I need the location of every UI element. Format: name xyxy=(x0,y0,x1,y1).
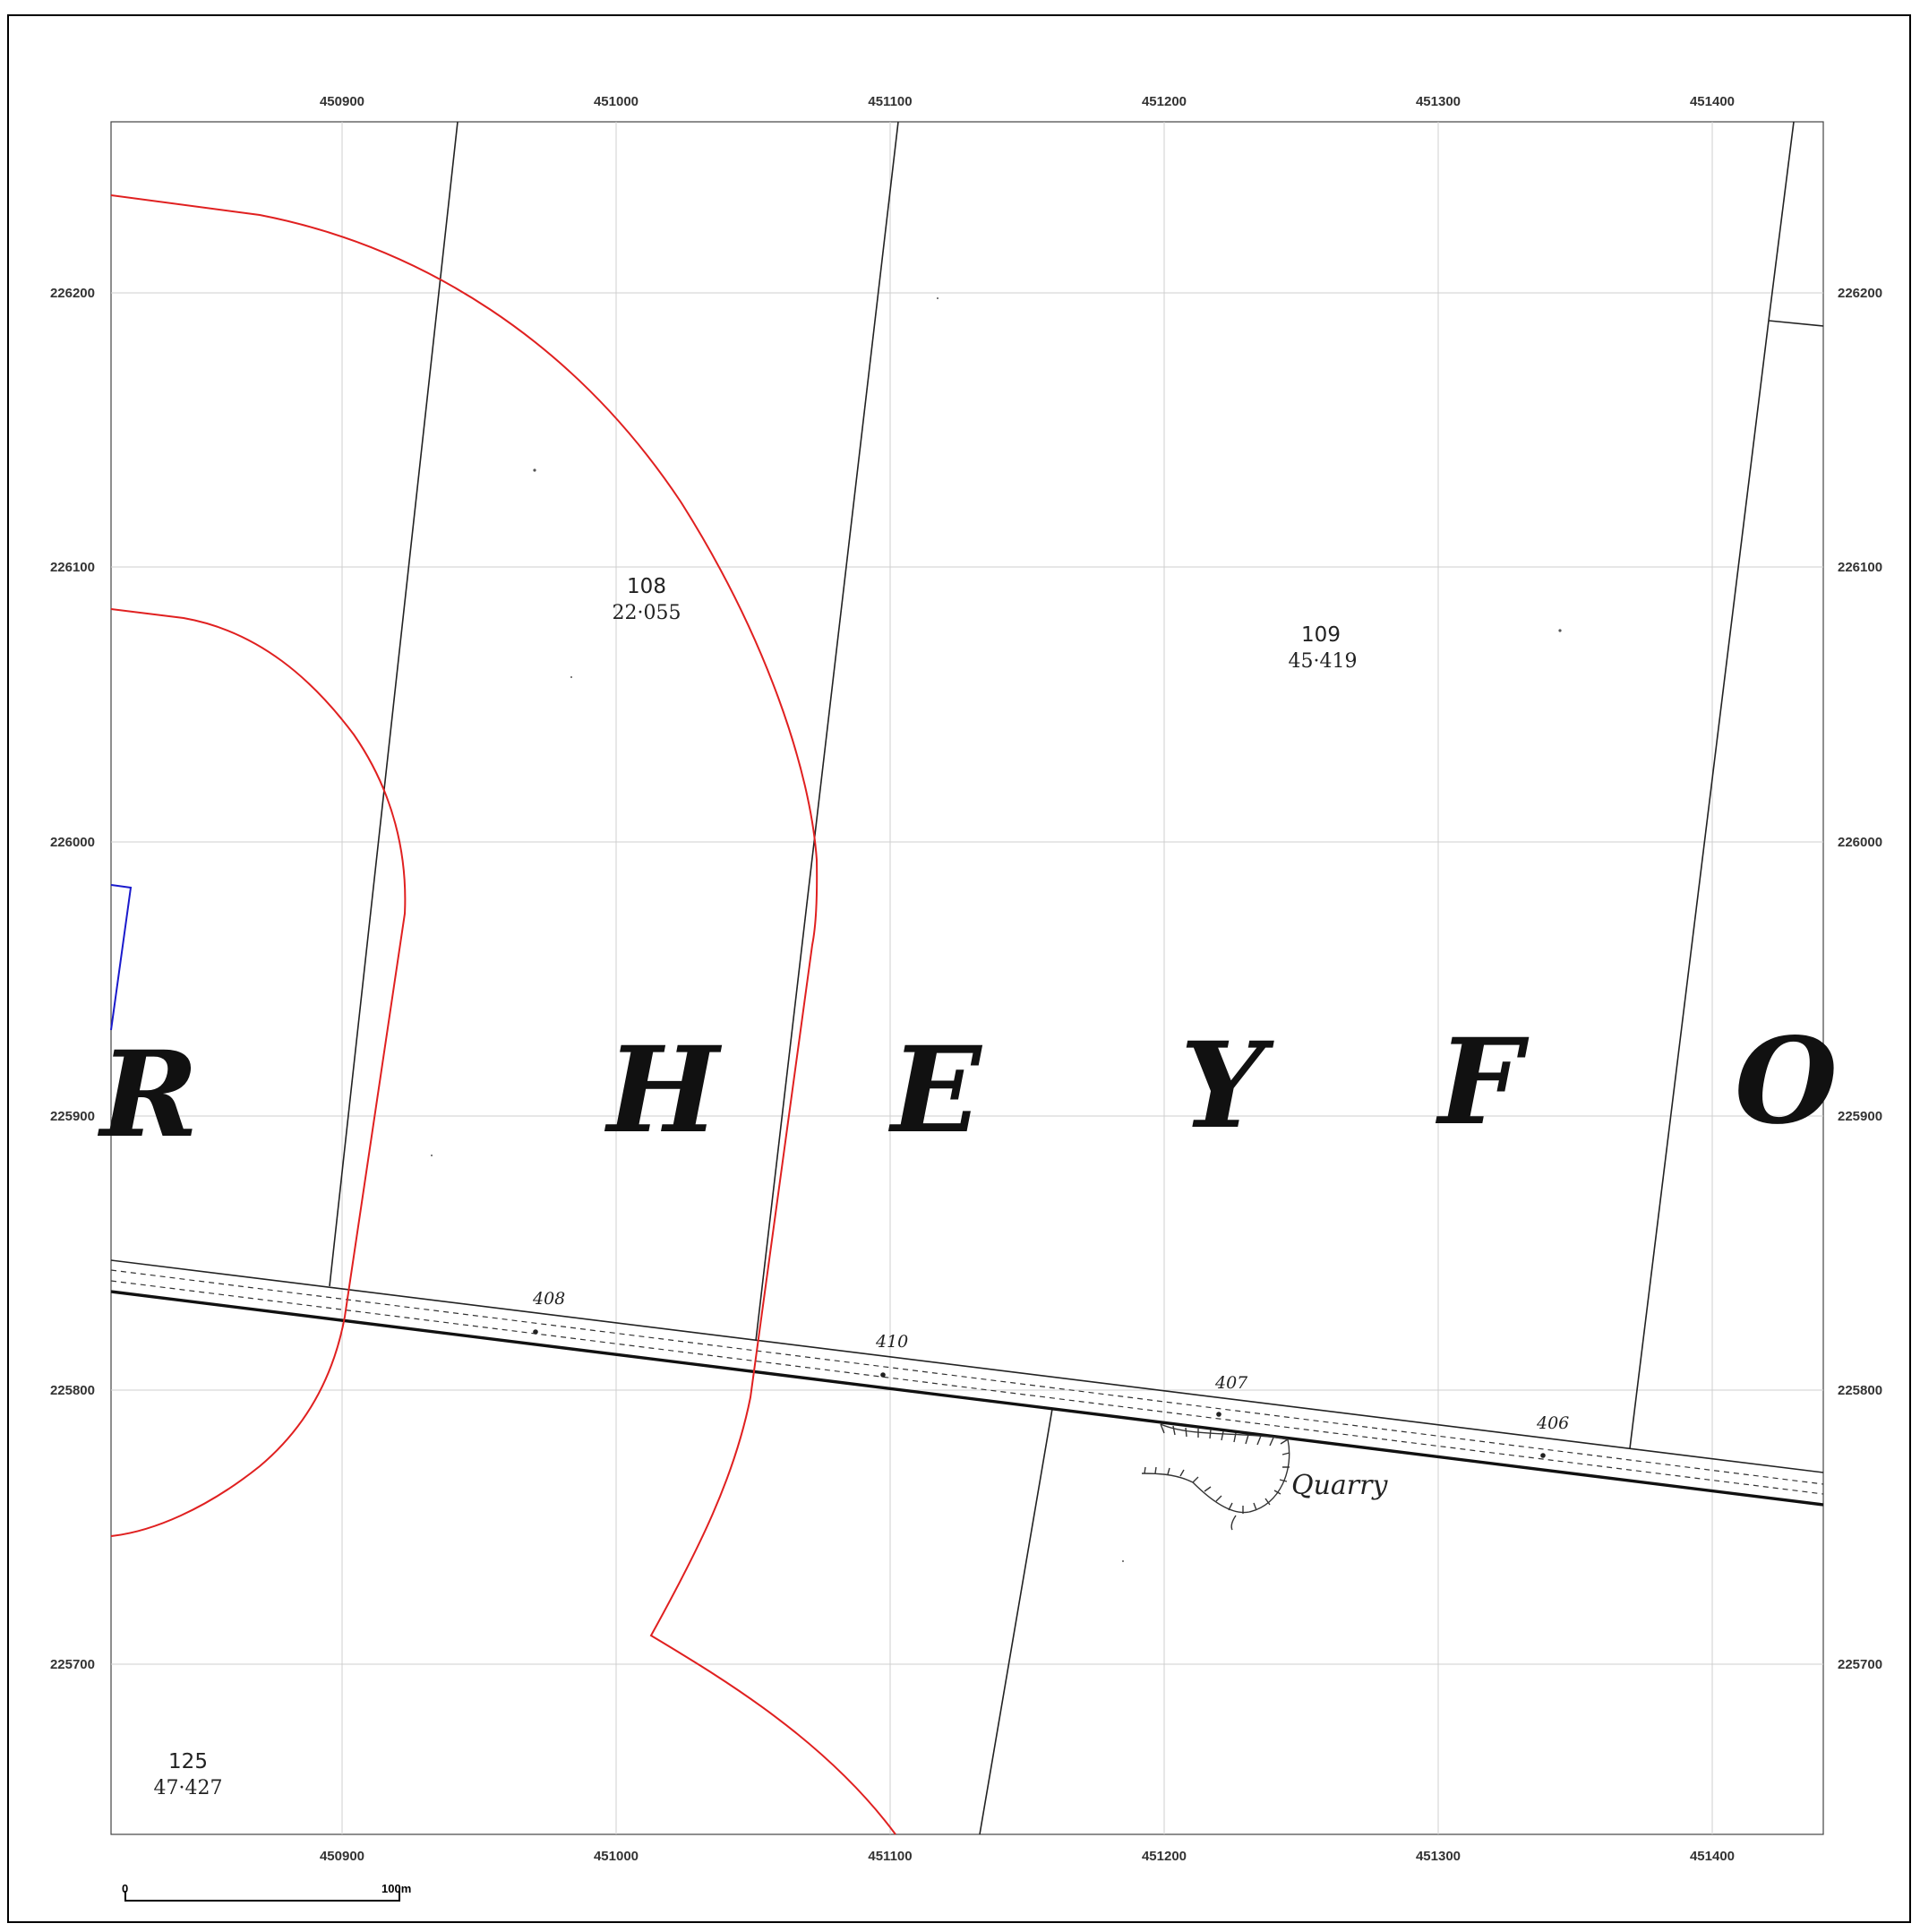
x-tick-bottom: 451000 xyxy=(594,1849,639,1864)
y-tick-right: 226100 xyxy=(1838,560,1882,575)
x-tick-bottom: 451200 xyxy=(1142,1849,1187,1864)
y-tick-right: 226200 xyxy=(1838,286,1882,301)
quarry-label: Quarry xyxy=(1291,1470,1388,1501)
parcel-number: 108 xyxy=(627,575,666,598)
field-boundaries xyxy=(329,121,1824,1835)
x-tick-bottom: 451100 xyxy=(868,1849,912,1864)
lettering-letter: O xyxy=(1735,1012,1838,1151)
y-tick-right: 225900 xyxy=(1838,1109,1882,1124)
x-tick-top: 451400 xyxy=(1690,94,1735,109)
y-tick-right: 225700 xyxy=(1838,1657,1882,1672)
place-lettering: R H E Y F O xyxy=(97,1012,1838,1164)
x-tick-top: 451200 xyxy=(1142,94,1187,109)
x-tick-top: 451100 xyxy=(868,94,912,109)
site-boundary xyxy=(110,194,896,1835)
y-axis-left-labels: 226200 226100 226000 225900 225800 22570… xyxy=(50,286,95,1672)
y-tick-left: 225800 xyxy=(50,1383,95,1398)
spot-height-label: 407 xyxy=(1214,1373,1248,1393)
x-tick-top: 451300 xyxy=(1416,94,1461,109)
spot-height-label: 408 xyxy=(532,1289,565,1309)
parcel-area: 47·427 xyxy=(154,1777,223,1799)
lettering-letter: E xyxy=(887,1021,983,1160)
spot-height-label: 410 xyxy=(875,1332,908,1352)
x-axis-bottom-labels: 450900 451000 451100 451200 451300 45140… xyxy=(320,1849,1735,1864)
y-tick-left: 226000 xyxy=(50,835,95,850)
parcel-area: 22·055 xyxy=(613,602,681,624)
adjacent-boundary xyxy=(110,884,133,1031)
x-tick-bottom: 450900 xyxy=(320,1849,364,1864)
scale-bar-start-label: 0 xyxy=(122,1882,128,1895)
y-tick-right: 226000 xyxy=(1838,835,1882,850)
parcel-number: 109 xyxy=(1301,623,1341,647)
x-tick-top: 451000 xyxy=(594,94,639,109)
spot-height-label: 406 xyxy=(1536,1413,1569,1433)
lettering-letter: Y xyxy=(1180,1017,1274,1155)
y-tick-left: 225900 xyxy=(50,1109,95,1124)
y-tick-left: 226100 xyxy=(50,560,95,575)
x-tick-bottom: 451300 xyxy=(1416,1849,1461,1864)
map-neatline xyxy=(110,121,1824,1835)
scale-bar: 0 100m xyxy=(122,1882,411,1902)
grid-lines xyxy=(111,122,1823,1834)
x-tick-bottom: 451400 xyxy=(1690,1849,1735,1864)
y-axis-right-labels: 226200 226100 226000 225900 225800 22570… xyxy=(1838,286,1882,1672)
lettering-letter: F xyxy=(1435,1013,1530,1152)
x-tick-top: 450900 xyxy=(320,94,364,109)
map-specks xyxy=(431,297,1562,1562)
parcel-number: 125 xyxy=(168,1750,208,1773)
x-axis-top-labels: 450900 451000 451100 451200 451300 45140… xyxy=(320,94,1735,109)
scale-bar-end-label: 100m xyxy=(381,1882,411,1895)
site-boundary-outer xyxy=(110,194,896,1835)
y-tick-left: 226200 xyxy=(50,286,95,301)
y-tick-left: 225700 xyxy=(50,1657,95,1672)
parcel-area: 45·419 xyxy=(1289,650,1358,673)
quarry-hachures xyxy=(1141,1423,1290,1531)
spot-height-markers xyxy=(533,1329,1546,1458)
road xyxy=(110,1259,1824,1507)
lettering-letter: H xyxy=(604,1021,723,1160)
site-boundary-inner xyxy=(110,608,407,1537)
lettering-letter: R xyxy=(97,1026,199,1164)
y-tick-right: 225800 xyxy=(1838,1383,1882,1398)
